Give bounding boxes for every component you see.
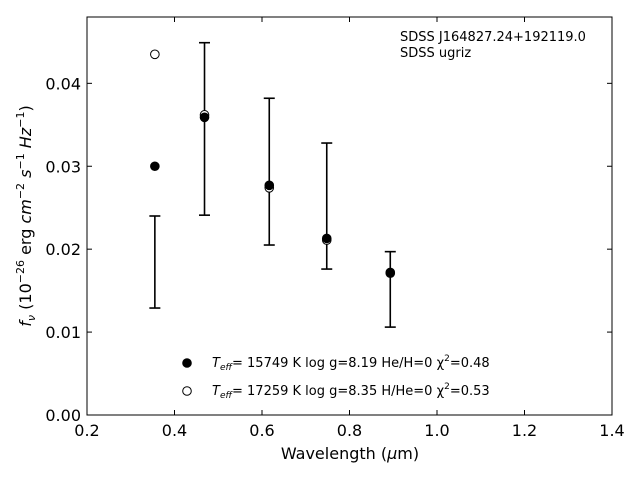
x-axis-label: Wavelength (μm): [281, 444, 419, 463]
errorbar: [321, 142, 333, 270]
y-tick-label: 0.00: [45, 406, 81, 425]
point-filled: [385, 267, 396, 278]
x-tick-label: 0.2: [74, 421, 99, 440]
x-tick-label: 1.0: [424, 421, 449, 440]
point-filled: [199, 112, 210, 123]
annotation-object: SDSS J164827.24+192119.0: [400, 30, 586, 45]
y-tick-label: 0.01: [45, 323, 81, 342]
annotation-survey: SDSS ugriz: [400, 46, 471, 61]
y-axis-ticks: 0.00 0.01 0.02 0.03 0.04: [45, 74, 612, 425]
y-tick-label: 0.02: [45, 240, 81, 259]
model-points: [150, 49, 396, 279]
legend-marker-open: [182, 386, 192, 396]
y-axis-label: fν (10−26 erg cm−2 s−1 Hz−1): [14, 105, 38, 326]
errorbar: [384, 250, 396, 328]
errorbar: [199, 41, 211, 216]
x-tick-label: 0.6: [249, 421, 274, 440]
y-tick-label: 0.04: [45, 74, 81, 93]
x-tick-label: 1.4: [599, 421, 624, 440]
legend-marker-filled: [182, 358, 192, 368]
observed-errorbars: [149, 41, 396, 328]
errorbar: [149, 215, 161, 309]
y-tick-label: 0.03: [45, 157, 81, 176]
point-open: [150, 49, 160, 60]
errorbar: [263, 97, 275, 246]
point-filled: [150, 161, 160, 172]
x-tick-label: 0.4: [162, 421, 187, 440]
legend-label-db: Teff= 17259 K log g=8.35 H/He=0 χ2=0.53: [212, 382, 490, 401]
x-tick-label: 0.8: [337, 421, 362, 440]
x-axis-ticks: 0.2 0.4 0.6 0.8 1.0 1.2 1.4: [74, 17, 625, 440]
legend: Teff= 15749 K log g=8.19 He/H=0 χ2=0.48 …: [182, 354, 490, 401]
x-tick-label: 1.2: [512, 421, 537, 440]
point-filled: [321, 233, 332, 244]
point-filled: [264, 180, 275, 191]
legend-label-da: Teff= 15749 K log g=8.19 He/H=0 χ2=0.48: [212, 354, 490, 373]
